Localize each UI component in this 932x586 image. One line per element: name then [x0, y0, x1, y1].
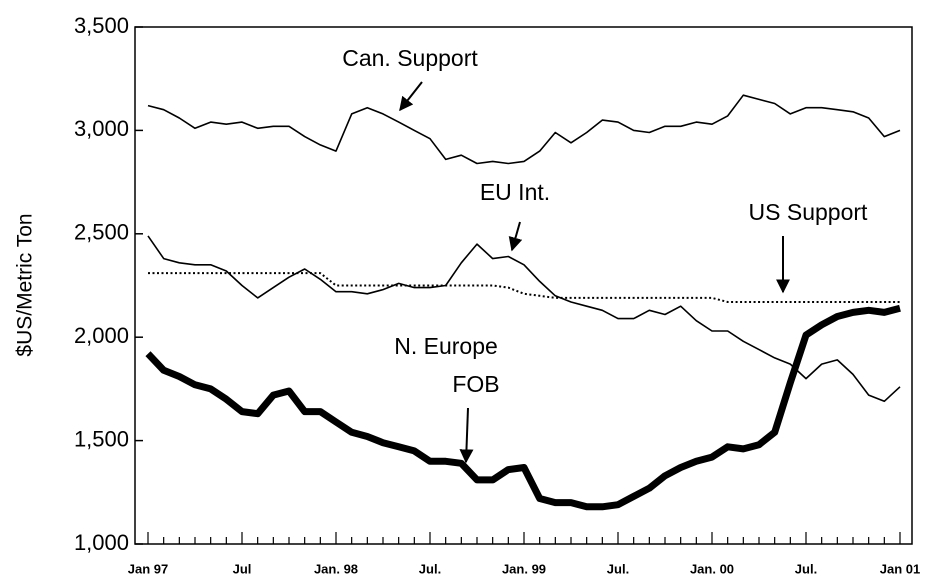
annotation: US Support: [749, 199, 869, 225]
annotation: EU Int.: [480, 179, 550, 205]
series-line: [147, 235, 901, 403]
x-tick-label: Jan. 98: [314, 561, 358, 576]
y-tick-label: 3,500: [74, 13, 129, 38]
x-tick-label: Jan 01: [880, 561, 920, 576]
y-tick-label: 1,000: [74, 530, 129, 555]
x-tick-label: Jan. 99: [502, 561, 546, 576]
annotation: Can. Support: [342, 45, 478, 71]
y-axis-label: $US/Metric Ton: [14, 213, 37, 356]
y-tick-label: 2,000: [74, 323, 129, 348]
arrow: [459, 407, 474, 464]
y-tick-label: 3,000: [74, 116, 129, 141]
arrow: [399, 81, 423, 112]
arrow: [508, 221, 523, 252]
x-tick-label: Jul.: [419, 561, 441, 576]
y-tick-label: 1,500: [74, 426, 129, 451]
x-tick-label: Jan. 00: [690, 561, 734, 576]
x-tick-label: Jul: [233, 561, 252, 576]
y-tick-label: 2,500: [74, 220, 129, 245]
series-line: [148, 272, 900, 303]
x-tick-label: Jul.: [795, 561, 817, 576]
series-line: [147, 94, 901, 165]
annotation: FOB: [452, 371, 499, 397]
series-line: [145, 304, 901, 511]
x-tick-label: Jan 97: [128, 561, 168, 576]
annotation: N. Europe: [394, 333, 498, 359]
x-tick-label: Jul.: [607, 561, 629, 576]
